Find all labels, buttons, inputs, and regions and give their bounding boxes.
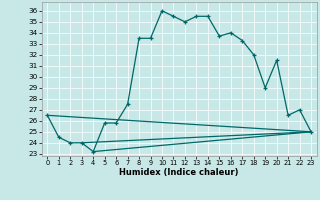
X-axis label: Humidex (Indice chaleur): Humidex (Indice chaleur) [119, 168, 239, 177]
